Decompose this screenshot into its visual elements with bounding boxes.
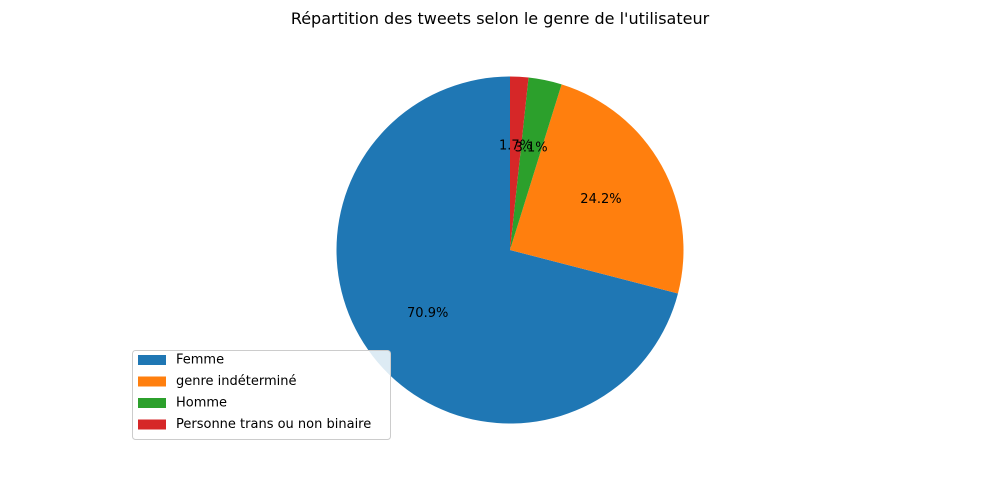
pie-percentage-labels: 70.9% 24.2% 3.1%1.7% [407, 139, 622, 322]
pie-slice-label-0: 70.9% [407, 306, 448, 321]
pie-slice-label-3: 1.7% [499, 139, 532, 154]
legend-swatch-2 [138, 398, 166, 408]
pie-slice-2 [510, 77, 562, 251]
pie-slices [336, 76, 684, 424]
pie-slice-3 [510, 76, 529, 250]
pie-slice-1 [510, 84, 684, 294]
pie-slice-0 [336, 76, 678, 424]
pie-slice-label-2: 3.1% [515, 141, 548, 156]
chart-title: Répartition des tweets selon le genre de… [291, 9, 710, 28]
legend-label-1: genre indéterminé [176, 374, 297, 389]
pie-slice-label-1: 24.2% [580, 192, 621, 207]
legend-swatch-3 [138, 419, 166, 430]
legend: Femme genre indéterminé Homme Personne tran… [132, 350, 391, 440]
legend-swatch-1 [138, 376, 166, 387]
legend-label-2: Homme [176, 396, 227, 411]
legend-swatch-0 [138, 355, 166, 365]
legend-label-0: Femme [176, 353, 224, 368]
legend-frame [132, 350, 391, 440]
legend-label-3: Personne trans ou non binaire [176, 417, 371, 432]
